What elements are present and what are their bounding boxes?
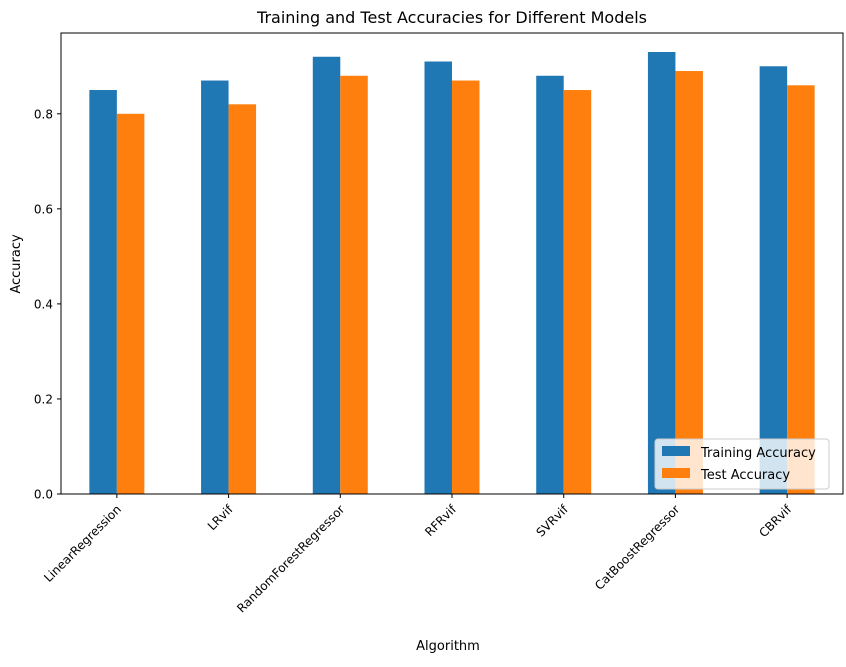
x-tick-label: SVRvif [533,502,571,540]
bar-training-RFRvif [424,61,452,495]
y-tick-label: 0.8 [34,107,53,121]
bar-test-CatBoostRegressor [675,71,703,495]
legend-label-training: Training Accuracy [700,446,816,461]
x-tick-label: LinearRegression [41,502,124,585]
bar-training-LinearRegression [89,90,117,494]
bars-layer [89,52,815,495]
x-tick-label: LRvif [205,502,236,533]
bar-training-SVRvif [536,75,564,495]
y-tick-label: 0.0 [34,488,53,502]
bar-test-RFRvif [452,80,480,494]
legend-swatch-training [662,446,690,456]
y-axis-label: Accuracy [9,234,24,294]
legend: Training Accuracy Test Accuracy [654,438,830,490]
legend-label-test: Test Accuracy [700,468,790,483]
bar-test-CBRvif [787,85,815,494]
bar-training-CatBoostRegressor [647,52,676,494]
x-tick-label: RandomForestRegressor [234,502,347,615]
x-axis-label: Algorithm [416,639,480,654]
bar-training-LRvif [201,80,229,494]
legend-swatch-test [662,468,690,478]
x-axis: LinearRegression LRvifRandomForestRegress… [41,494,795,615]
y-tick-label: 0.4 [34,297,53,311]
bar-test-LRvif [228,104,257,494]
y-tick-label: 0.2 [34,392,53,406]
bar-test-LinearRegression [116,113,145,494]
bar-training-CBRvif [759,66,788,495]
bar-test-SVRvif [563,90,592,494]
bar-test-RandomForestRegressor [340,75,368,495]
y-axis: 0.0 0.2 0.4 0.6 0.8 [34,107,61,502]
y-tick-label: 0.6 [34,202,53,216]
x-tick-label: CatBoostRegressor [592,502,683,593]
x-tick-label: RFRvif [422,502,459,539]
bar-training-RandomForestRegressor [312,56,341,494]
x-tick-label: CBRvif [756,502,794,540]
legend-frame [654,438,830,490]
chart-title: Training and Test Accuracies for Differe… [256,8,647,27]
